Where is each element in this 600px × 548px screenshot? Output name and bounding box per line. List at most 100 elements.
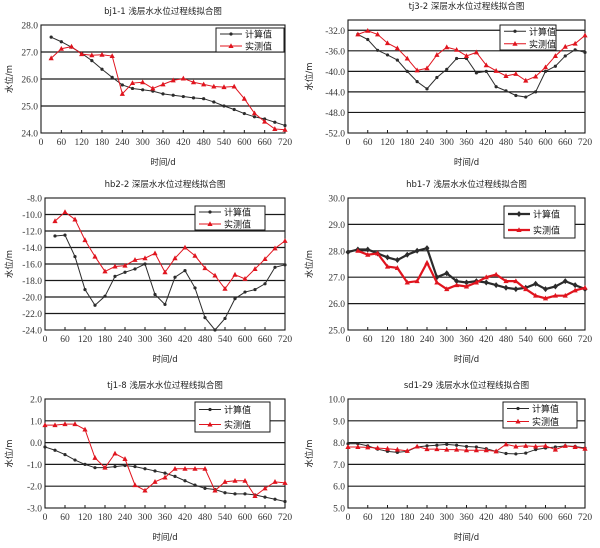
data-point bbox=[572, 444, 578, 449]
x-tick-label: 60 bbox=[57, 138, 67, 148]
data-point bbox=[109, 53, 115, 59]
x-tick-label: 300 bbox=[440, 138, 455, 148]
data-point bbox=[113, 274, 117, 278]
x-tick-label: 360 bbox=[158, 335, 173, 345]
chart-svg: bj1-1 浅层水水位过程线拟合图 24.0 25.0 26.0 27.0 28.0 0 60… bbox=[4, 6, 293, 168]
data-point bbox=[444, 44, 450, 50]
data-point bbox=[49, 35, 53, 39]
data-point bbox=[142, 487, 148, 493]
data-point bbox=[524, 95, 528, 99]
x-tick-label: 120 bbox=[380, 138, 395, 148]
y-axis-label: 水位/m bbox=[4, 65, 15, 93]
data-point bbox=[141, 88, 145, 92]
data-point bbox=[262, 485, 268, 491]
data-point bbox=[122, 456, 128, 461]
chart-hb2-2: hb2-2 深层水水位过程线拟合图 -24.0 -22.0 -20.0 -18.0 -16… bbox=[0, 175, 300, 365]
series-measured bbox=[355, 27, 588, 83]
data-point bbox=[283, 499, 287, 504]
data-point bbox=[132, 257, 138, 262]
data-point bbox=[129, 80, 136, 86]
data-point bbox=[503, 284, 509, 291]
chart-title: tj3-2 深层水水位过程线拟合图 bbox=[409, 1, 525, 12]
x-tick-label: 180 bbox=[95, 138, 110, 148]
chart-svg: hb1-7 浅层水水位过程线拟合图 25.0 26.0 27.0 28.0 29.0 30.… bbox=[304, 179, 592, 365]
data-point bbox=[183, 269, 187, 273]
data-point bbox=[543, 69, 548, 73]
data-point bbox=[82, 237, 88, 243]
x-tick-label: 720 bbox=[278, 138, 293, 148]
y-tick-label: -44.0 bbox=[325, 88, 345, 98]
data-point bbox=[346, 442, 350, 446]
data-point bbox=[376, 48, 380, 52]
data-point bbox=[513, 286, 519, 293]
data-point bbox=[180, 75, 186, 81]
y-axis-label: 水位/m bbox=[304, 250, 315, 278]
data-point bbox=[434, 279, 440, 285]
data-point bbox=[161, 92, 165, 96]
data-point bbox=[143, 262, 147, 266]
data-point bbox=[542, 295, 549, 301]
x-tick-label: 60 bbox=[363, 513, 373, 523]
data-point bbox=[103, 294, 107, 298]
x-tick-label: 0 bbox=[346, 513, 351, 523]
x-tick-label: 120 bbox=[78, 335, 93, 345]
data-point bbox=[562, 278, 568, 285]
y-tick-label: 7.0 bbox=[333, 461, 345, 471]
y-tick-label: -36.0 bbox=[325, 47, 345, 57]
data-point bbox=[404, 55, 410, 61]
data-point bbox=[543, 286, 548, 293]
data-point bbox=[483, 447, 489, 453]
chart-title: bj1-1 浅层水水位过程线拟合图 bbox=[104, 6, 222, 17]
data-point bbox=[394, 265, 400, 270]
data-point bbox=[355, 248, 361, 253]
data-point bbox=[212, 272, 218, 278]
x-tick-label: 60 bbox=[363, 138, 373, 148]
data-point bbox=[355, 444, 361, 449]
data-point bbox=[562, 292, 568, 298]
data-point bbox=[162, 474, 168, 480]
data-point bbox=[72, 421, 78, 427]
data-point bbox=[365, 444, 371, 450]
y-tick-label: -22.0 bbox=[22, 310, 42, 320]
x-tick-label: 480 bbox=[198, 335, 213, 345]
x-tick-label: 240 bbox=[420, 138, 435, 148]
data-point bbox=[365, 27, 371, 33]
data-point bbox=[100, 67, 104, 71]
data-point bbox=[73, 458, 77, 462]
data-point bbox=[484, 69, 488, 73]
x-tick-label: 600 bbox=[237, 138, 252, 148]
data-point bbox=[464, 279, 469, 286]
data-point bbox=[90, 59, 94, 63]
data-point bbox=[513, 278, 519, 284]
x-tick-label: 540 bbox=[519, 138, 534, 148]
data-point bbox=[493, 271, 499, 277]
chart-svg: tj3-2 深层水水位过程线拟合图 -52.0 -48.0 -44.0 -40.0 -36… bbox=[304, 1, 592, 168]
legend-item: 计算值 bbox=[199, 404, 251, 416]
x-tick-label: 540 bbox=[519, 513, 534, 523]
chart-title: tj1-8 浅层水水位过程线拟合图 bbox=[107, 380, 223, 391]
series-measured bbox=[48, 43, 288, 132]
data-point bbox=[375, 445, 381, 451]
x-tick-label: 600 bbox=[538, 513, 553, 523]
data-point bbox=[395, 58, 399, 62]
data-point bbox=[130, 86, 135, 91]
data-point bbox=[345, 249, 351, 256]
data-point bbox=[190, 79, 197, 85]
x-tick-label: 240 bbox=[115, 138, 130, 148]
data-point bbox=[231, 83, 237, 89]
data-point bbox=[52, 218, 58, 224]
series-line bbox=[357, 249, 586, 300]
x-tick-label: 0 bbox=[346, 335, 351, 345]
series-calculated bbox=[356, 32, 587, 99]
data-point bbox=[394, 45, 400, 51]
y-axis-label: 水位/m bbox=[4, 439, 15, 467]
data-point bbox=[552, 53, 558, 58]
data-point bbox=[542, 443, 549, 448]
x-tick-label: 240 bbox=[118, 335, 133, 345]
x-tick-label: 480 bbox=[499, 138, 514, 148]
chart-bj1-1: bj1-1 浅层水水位过程线拟合图 24.0 25.0 26.0 27.0 28.0 0 60… bbox=[0, 0, 300, 180]
legend-marker bbox=[513, 29, 517, 33]
y-tick-label: 24.0 bbox=[21, 130, 38, 140]
y-tick-label: 10.0 bbox=[328, 396, 345, 406]
data-point bbox=[172, 465, 178, 471]
